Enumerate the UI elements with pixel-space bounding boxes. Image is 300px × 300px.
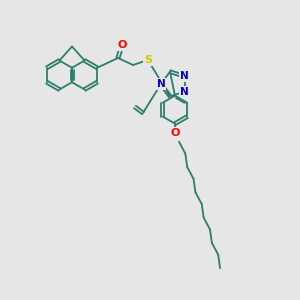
Text: S: S [144,55,152,65]
Text: N: N [157,79,165,89]
Text: N: N [180,87,189,97]
Text: O: O [170,128,180,138]
Text: O: O [117,40,127,50]
Text: N: N [180,71,189,81]
